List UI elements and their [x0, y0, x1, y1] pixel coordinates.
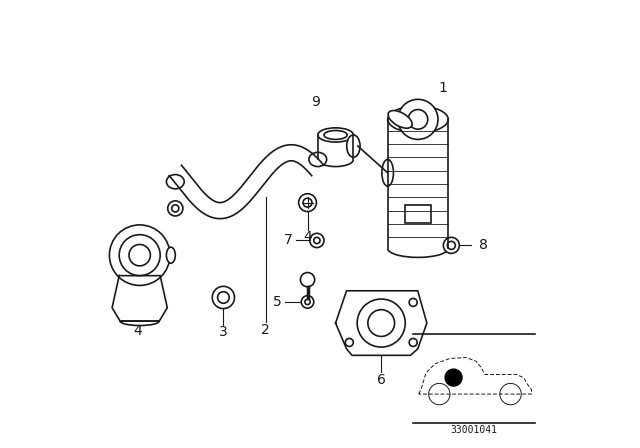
- Circle shape: [168, 201, 183, 216]
- Ellipse shape: [309, 152, 326, 167]
- Circle shape: [212, 286, 234, 309]
- Text: 4: 4: [303, 230, 312, 244]
- Circle shape: [310, 233, 324, 248]
- Ellipse shape: [166, 247, 175, 263]
- Text: 5: 5: [273, 295, 282, 309]
- Text: 3: 3: [219, 325, 228, 339]
- Ellipse shape: [347, 135, 360, 157]
- Text: 1: 1: [438, 81, 447, 95]
- Text: 33001041: 33001041: [451, 425, 497, 435]
- Circle shape: [444, 237, 460, 254]
- Text: 2: 2: [261, 323, 270, 337]
- Circle shape: [445, 369, 462, 386]
- Text: 9: 9: [311, 95, 320, 108]
- Ellipse shape: [166, 175, 184, 189]
- Ellipse shape: [388, 106, 448, 133]
- Circle shape: [300, 272, 315, 287]
- Ellipse shape: [382, 159, 394, 186]
- Ellipse shape: [318, 128, 353, 142]
- Text: 7: 7: [284, 233, 292, 247]
- Text: 6: 6: [377, 373, 386, 387]
- Ellipse shape: [388, 111, 412, 128]
- Text: 8: 8: [479, 238, 488, 252]
- Circle shape: [299, 194, 316, 211]
- Text: 4: 4: [133, 324, 142, 338]
- Circle shape: [301, 296, 314, 308]
- Circle shape: [398, 99, 438, 139]
- Bar: [404, 205, 431, 223]
- Circle shape: [109, 225, 170, 285]
